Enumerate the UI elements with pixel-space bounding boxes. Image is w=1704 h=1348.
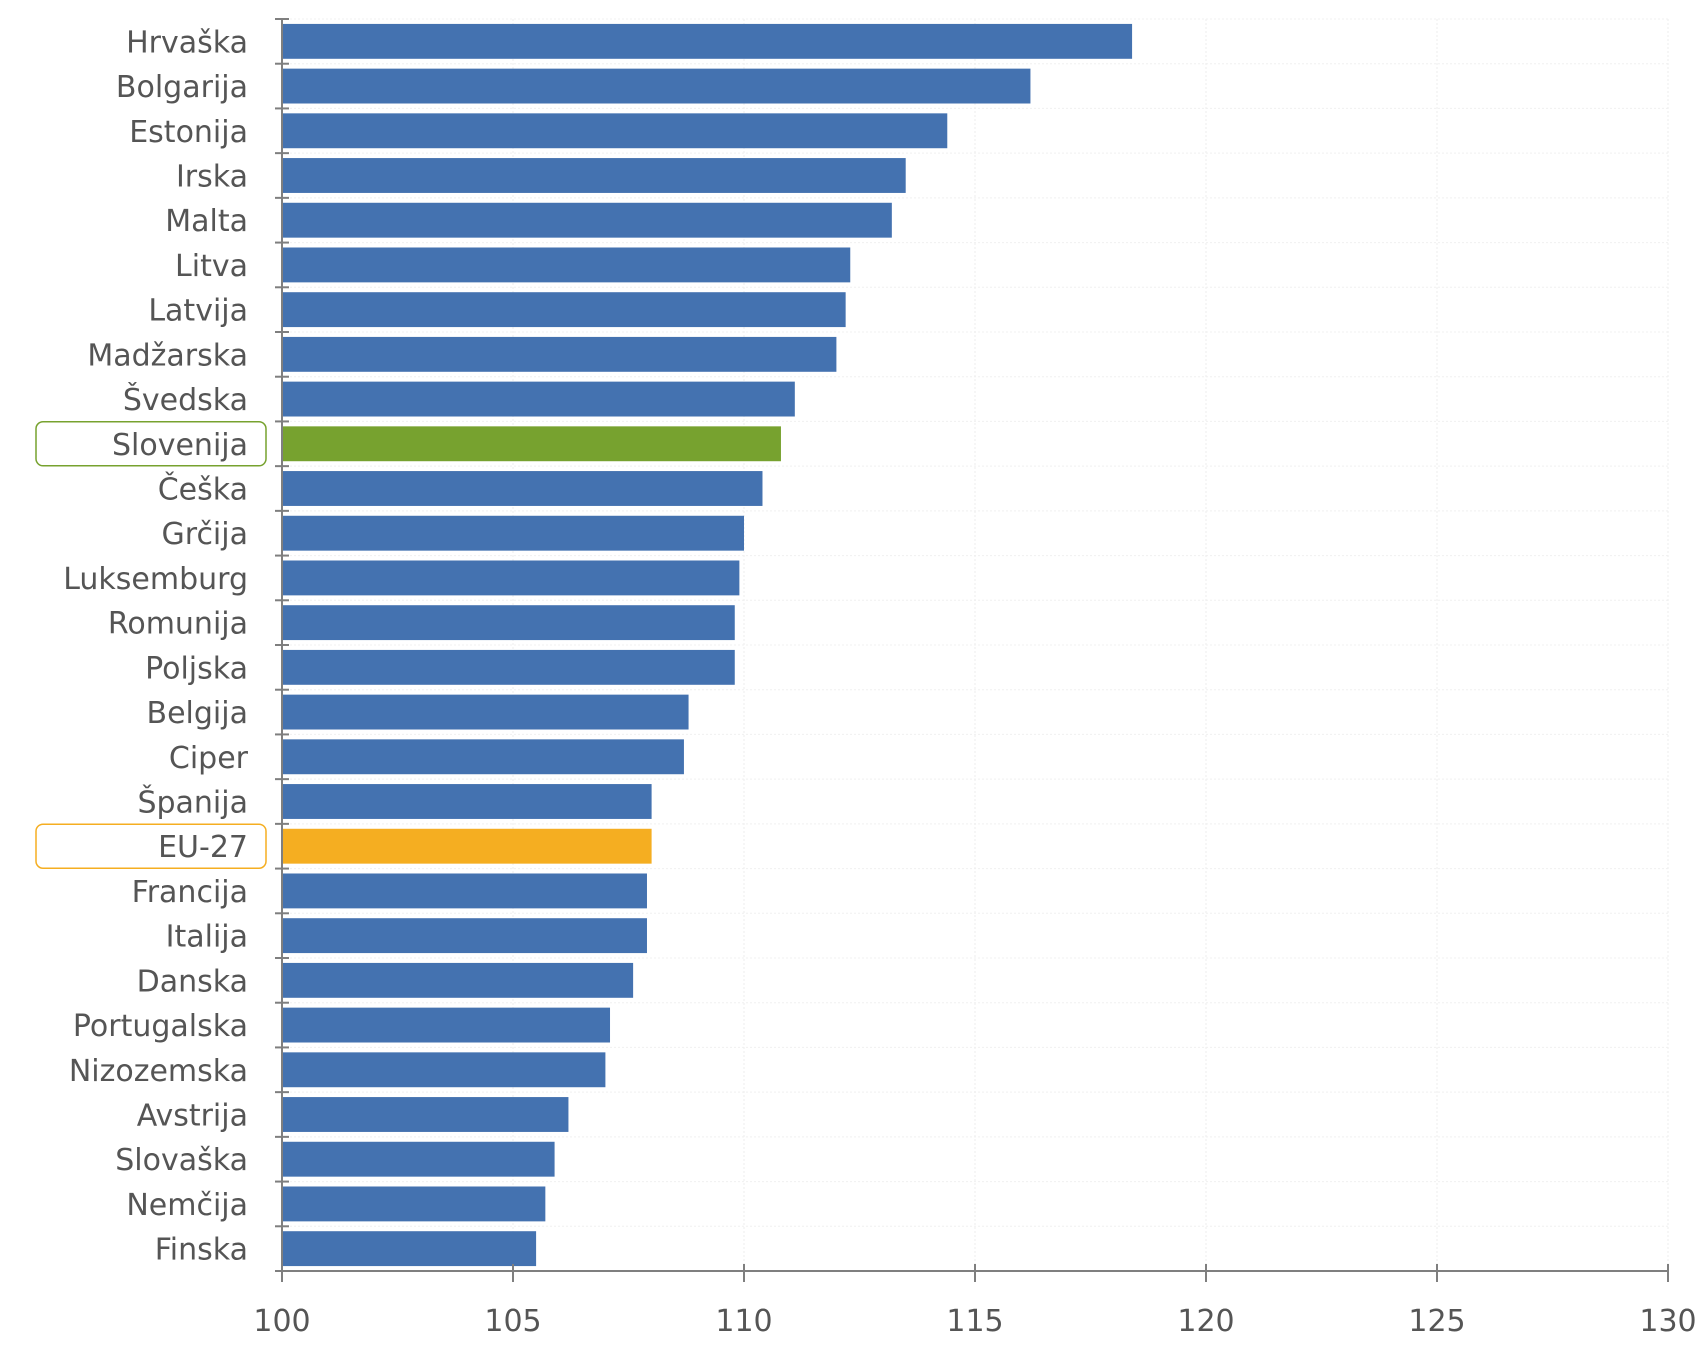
- category-label: Irska: [176, 160, 248, 195]
- category-label: Češka: [158, 471, 248, 508]
- bar-Slovenija: [282, 426, 781, 462]
- category-label: Hrvaška: [126, 25, 248, 60]
- bars: [282, 23, 1133, 1267]
- category-label: EU-27: [158, 830, 248, 865]
- category-label: Estonija: [129, 115, 248, 150]
- bar-Luksemburg: [282, 560, 740, 596]
- bar-Estonija: [282, 113, 948, 149]
- category-label: Luksemburg: [63, 562, 248, 597]
- category-label: Finska: [155, 1233, 248, 1268]
- category-label: Nizozemska: [69, 1054, 248, 1089]
- category-label: Bolgarija: [116, 70, 248, 105]
- category-label: Danska: [137, 964, 248, 999]
- category-label: Avstrija: [137, 1099, 248, 1134]
- category-label: Švedska: [123, 381, 248, 418]
- x-tick-label: 120: [1177, 1304, 1234, 1339]
- bar-Švedska: [282, 381, 795, 417]
- bar-Španija: [282, 784, 652, 819]
- category-label: Latvija: [148, 294, 248, 329]
- bar-Grčija: [282, 515, 744, 551]
- category-label: Slovenija: [112, 428, 248, 463]
- bar-Poljska: [282, 649, 735, 685]
- bar-Nizozemska: [282, 1052, 606, 1088]
- category-label: Francija: [132, 875, 248, 910]
- bar-Hrvaška: [282, 23, 1133, 59]
- bar-Češka: [282, 471, 763, 506]
- bar-Danska: [282, 962, 634, 998]
- x-tick-label: 130: [1639, 1304, 1696, 1339]
- x-tick-label: 105: [484, 1304, 541, 1339]
- bar-Slovaška: [282, 1141, 555, 1177]
- x-tick-label: 115: [946, 1304, 1003, 1339]
- x-tick-label: 110: [715, 1304, 772, 1339]
- axes: 100 105 110 115 120 125 130: [253, 18, 1697, 1339]
- category-label: Ciper: [169, 741, 249, 776]
- category-label: Italija: [166, 920, 248, 955]
- category-label: Litva: [175, 249, 248, 284]
- category-label: Grčija: [162, 517, 248, 552]
- bar-Latvija: [282, 292, 846, 328]
- x-tick-label: 125: [1408, 1304, 1465, 1339]
- category-label: Nemčija: [126, 1188, 248, 1223]
- bar-Ciper: [282, 739, 684, 775]
- category-label: Romunija: [108, 607, 248, 642]
- category-label: Belgija: [147, 696, 248, 731]
- category-label: Portugalska: [73, 1009, 248, 1044]
- bar-EU-27: [282, 828, 652, 864]
- bar-Nemčija: [282, 1186, 546, 1222]
- x-tick-label: 100: [253, 1304, 310, 1339]
- bar-Romunija: [282, 605, 735, 641]
- bar-Bolgarija: [282, 68, 1031, 104]
- label-highlight-box: [35, 823, 267, 869]
- bar-Finska: [282, 1231, 537, 1267]
- category-label: Španija: [137, 784, 248, 821]
- category-labels: Hrvaška Bolgarija Estonija Irska Malta Litva L…: [35, 25, 267, 1268]
- bar-Malta: [282, 202, 892, 238]
- bar-Madžarska: [282, 336, 837, 372]
- bar-Avstrija: [282, 1097, 569, 1132]
- bar-Italija: [282, 918, 647, 954]
- bar-Belgija: [282, 694, 689, 730]
- bar-Portugalska: [282, 1007, 611, 1043]
- category-label: Slovaška: [115, 1143, 248, 1178]
- bar-Francija: [282, 873, 647, 909]
- label-highlight-box: [35, 421, 267, 467]
- category-label: Poljska: [145, 651, 248, 686]
- category-label: Malta: [165, 204, 248, 239]
- bar-Irska: [282, 158, 906, 193]
- bar-Litva: [282, 247, 851, 283]
- category-label: Madžarska: [87, 338, 248, 373]
